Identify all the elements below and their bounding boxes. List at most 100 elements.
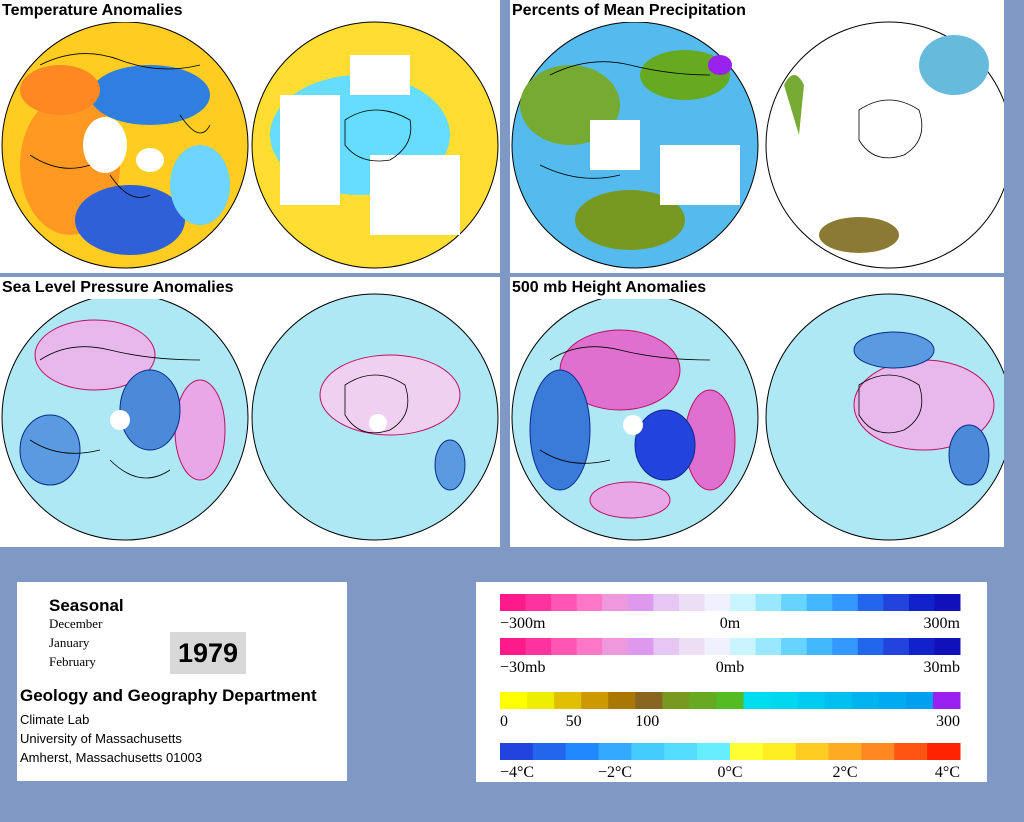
scale-label: 300m bbox=[924, 615, 961, 632]
month-label: December bbox=[49, 616, 103, 631]
southern-hemisphere-precipitation-map bbox=[765, 21, 1004, 269]
scale-swatch bbox=[932, 692, 961, 709]
scale-swatch bbox=[627, 594, 654, 611]
scale-swatch bbox=[781, 638, 808, 655]
scale-swatch bbox=[598, 743, 632, 760]
scale-swatch bbox=[551, 594, 578, 611]
panel-title: Temperature Anomalies bbox=[0, 0, 186, 22]
northern-hemisphere-slp-map bbox=[1, 293, 249, 541]
scale-swatch bbox=[525, 638, 552, 655]
scale-swatch bbox=[565, 743, 600, 760]
scale-label: 0mb bbox=[716, 659, 744, 676]
scale-swatch bbox=[824, 692, 853, 709]
panel-title: Percents of Mean Precipitation bbox=[510, 0, 749, 22]
scale-swatch bbox=[704, 638, 731, 655]
scale-swatch bbox=[832, 594, 859, 611]
scale-label: 0 bbox=[500, 713, 508, 730]
scale-swatch bbox=[795, 743, 830, 760]
scale-swatch bbox=[608, 692, 636, 709]
month-label: February bbox=[49, 654, 96, 669]
scale-swatch bbox=[500, 594, 527, 611]
scale-swatch bbox=[894, 743, 928, 760]
scale-swatch bbox=[762, 743, 797, 760]
height-panel: 500 mb Height Anomalies bbox=[510, 277, 1004, 547]
color-scales: −300m 0m 300m −30mb 0mb 30mb 0 50 100 300 −4°C −2°C… bbox=[500, 594, 961, 781]
scale-swatch bbox=[770, 692, 799, 709]
scale-swatch bbox=[554, 692, 582, 709]
scale-swatch bbox=[653, 638, 680, 655]
scale-swatch bbox=[532, 743, 567, 760]
scale-swatch bbox=[806, 594, 833, 611]
scale-swatch bbox=[861, 743, 895, 760]
slp-panel: Sea Level Pressure Anomalies bbox=[0, 277, 500, 547]
season-title: Seasonal bbox=[49, 596, 124, 615]
scale-swatch bbox=[678, 638, 705, 655]
panel-title: Sea Level Pressure Anomalies bbox=[0, 277, 237, 299]
scale-label: −2°C bbox=[598, 764, 632, 781]
scale-swatch bbox=[806, 638, 833, 655]
scale-swatch bbox=[857, 594, 884, 611]
scale-label: −300m bbox=[500, 615, 546, 632]
scale-swatch bbox=[883, 594, 910, 611]
scale-label: 0m bbox=[720, 615, 741, 632]
southern-hemisphere-500mb-map bbox=[765, 293, 1004, 541]
scale-label: 30mb bbox=[924, 659, 960, 676]
scale-swatch bbox=[832, 638, 859, 655]
northern-hemisphere-precipitation-map bbox=[511, 21, 759, 269]
address-line: Amherst, Massachusetts 01003 bbox=[20, 750, 203, 765]
scale-swatch bbox=[527, 692, 555, 709]
scale-swatch bbox=[730, 743, 764, 760]
scale-label: 0°C bbox=[717, 764, 742, 781]
info-box: Seasonal December January February 1979 … bbox=[17, 582, 347, 781]
scale-label: −30mb bbox=[500, 659, 545, 676]
scale-swatch bbox=[905, 692, 934, 709]
scale-swatch bbox=[878, 692, 907, 709]
address-line: University of Massachusetts bbox=[20, 731, 182, 746]
northern-hemisphere-temperature-map bbox=[1, 21, 249, 269]
scale-swatch bbox=[934, 594, 961, 611]
scale-label: −4°C bbox=[500, 764, 534, 781]
scale-swatch bbox=[797, 692, 826, 709]
scale-swatch bbox=[857, 638, 884, 655]
scale-swatch bbox=[631, 743, 665, 760]
scale-swatch bbox=[602, 594, 629, 611]
scale-swatch bbox=[704, 594, 731, 611]
northern-hemisphere-500mb-map bbox=[511, 293, 759, 541]
scale-swatch bbox=[883, 638, 910, 655]
scale-swatch bbox=[908, 594, 935, 611]
scale-swatch bbox=[662, 692, 690, 709]
scale-swatch bbox=[653, 594, 680, 611]
scale-label: 2°C bbox=[832, 764, 857, 781]
month-label: January bbox=[49, 635, 90, 650]
scale-label: 100 bbox=[635, 713, 659, 730]
scale-swatch bbox=[664, 743, 698, 760]
scale-swatch bbox=[755, 594, 782, 611]
scale-swatch bbox=[689, 692, 717, 709]
scale-swatch bbox=[581, 692, 609, 709]
scale-swatch bbox=[678, 594, 705, 611]
scale-swatch bbox=[851, 692, 880, 709]
legend-box: −300m 0m 300m −30mb 0mb 30mb 0 50 100 300 −4°C −2°C… bbox=[476, 582, 987, 782]
scale-label: 50 bbox=[566, 713, 582, 730]
department-label: Geology and Geography Department bbox=[20, 686, 317, 705]
scale-swatch bbox=[602, 638, 629, 655]
scale-label: 4°C bbox=[935, 764, 960, 781]
panel-title: 500 mb Height Anomalies bbox=[510, 277, 710, 299]
scale-swatch bbox=[697, 743, 731, 760]
precipitation-panel: Percents of Mean Precipitation bbox=[510, 0, 1004, 273]
scale-swatch bbox=[755, 638, 782, 655]
scale-swatch bbox=[627, 638, 654, 655]
scale-swatch bbox=[500, 743, 534, 760]
year-label: 1979 bbox=[170, 632, 246, 674]
scale-swatch bbox=[743, 692, 772, 709]
address-line: Climate Lab bbox=[20, 712, 90, 727]
scale-swatch bbox=[730, 594, 757, 611]
scale-swatch bbox=[730, 638, 757, 655]
scale-swatch bbox=[934, 638, 961, 655]
scale-swatch bbox=[716, 692, 745, 709]
scale-swatch bbox=[500, 638, 527, 655]
southern-hemisphere-slp-map bbox=[251, 293, 499, 541]
scale-swatch bbox=[635, 692, 663, 709]
scale-swatch bbox=[828, 743, 862, 760]
scale-swatch bbox=[781, 594, 808, 611]
